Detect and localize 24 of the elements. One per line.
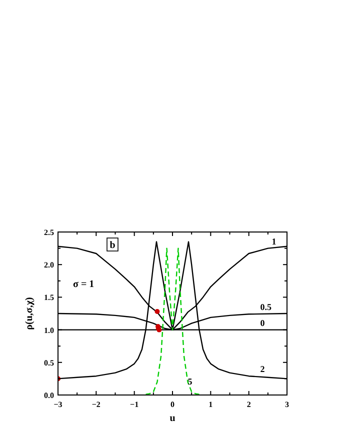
annotation: 1 (272, 236, 277, 246)
x-tick-label: 3 (285, 400, 289, 409)
annotation: 2 (260, 364, 266, 374)
point (154, 309, 160, 314)
y-tick-label: 2.5 (44, 228, 54, 237)
x-tick-label: 0 (170, 400, 174, 409)
y-tick-label: 0.0 (44, 391, 54, 400)
annotation: b (110, 240, 116, 251)
x-tick-label: −2 (92, 400, 100, 409)
annotation: σ = 1 (73, 279, 94, 290)
y-tick-label: 1.5 (44, 293, 54, 302)
y-tick-label: 1.0 (44, 326, 54, 335)
y-axis-title: ρ(u,σ,χ) (24, 297, 35, 330)
x-tick-label: −1 (130, 400, 139, 409)
y-tick-label: 0.5 (44, 358, 54, 368)
line-series (145, 248, 200, 395)
x-tick-label: −3 (54, 400, 62, 409)
y-tick-label: 2.0 (44, 260, 54, 270)
annotation: 0 (260, 318, 266, 328)
annotation: 5 (188, 376, 193, 386)
x-axis-title: u (170, 413, 176, 424)
annotation: 0.5 (260, 302, 272, 312)
x-tick-label: 2 (246, 400, 251, 409)
x-tick-label: 1 (208, 400, 213, 409)
